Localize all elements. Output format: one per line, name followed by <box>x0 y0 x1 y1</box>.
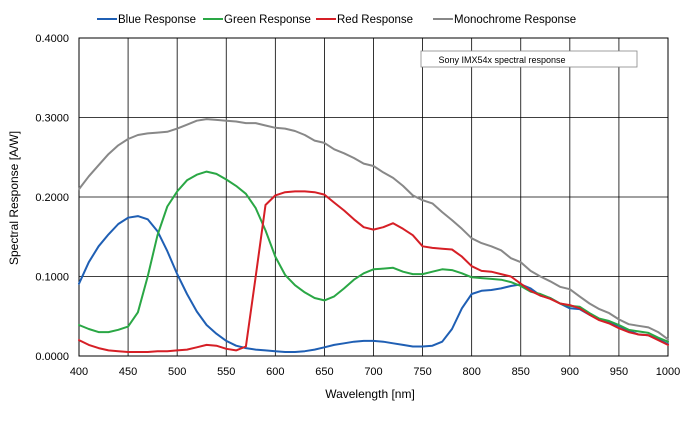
x-tick-labels: 400 450 500 550 600 650 700 750 800 850 900 950 1000 <box>70 366 680 378</box>
series-layer <box>78 118 669 353</box>
x-tick-label: 450 <box>119 366 137 378</box>
x-tick-label: 950 <box>610 366 628 378</box>
x-axis-label: Wavelength [nm] <box>325 387 415 401</box>
y-tick-label: 0.2000 <box>35 192 69 204</box>
annotation-text: Sony IMX54x spectral response <box>438 55 565 65</box>
x-tick-label: 650 <box>315 366 333 378</box>
x-tick-label: 850 <box>512 366 530 378</box>
x-tick-label: 400 <box>70 366 88 378</box>
legend-label-green-response: Green Response <box>224 14 311 26</box>
x-tick-label: 700 <box>364 366 382 378</box>
x-tick-label: 1000 <box>656 366 680 378</box>
x-tick-label: 750 <box>413 366 431 378</box>
x-tick-label: 900 <box>561 366 579 378</box>
x-tick-label: 500 <box>168 366 186 378</box>
annotation-frame <box>420 50 638 68</box>
y-axis-label: Spectral Response [A/W] <box>7 131 21 265</box>
legend-label-blue-response: Blue Response <box>118 14 196 26</box>
x-tick-label: 800 <box>462 366 480 378</box>
legend-label-red-response: Red Response <box>337 14 413 26</box>
y-tick-label: 0.1000 <box>35 272 69 284</box>
y-tick-label: 0.3000 <box>35 113 69 125</box>
y-tick-labels: 0.0000 0.1000 0.2000 0.3000 0.4000 <box>35 33 69 363</box>
legend-label-monochrome-response: Monochrome Response <box>454 14 576 26</box>
legend: Blue Response Green Response Red Response M… <box>97 14 576 26</box>
annotation-box: Sony IMX54x spectral response <box>420 50 638 68</box>
x-tick-label: 550 <box>217 366 235 378</box>
plot-frame <box>78 37 669 357</box>
series-line-blue-response <box>78 215 669 353</box>
y-tick-label: 0.4000 <box>35 33 69 45</box>
series-line-red-response <box>78 190 669 353</box>
series-line-monochrome-response <box>78 118 669 341</box>
x-tick-label: 600 <box>266 366 284 378</box>
y-tick-label: 0.0000 <box>35 351 69 363</box>
